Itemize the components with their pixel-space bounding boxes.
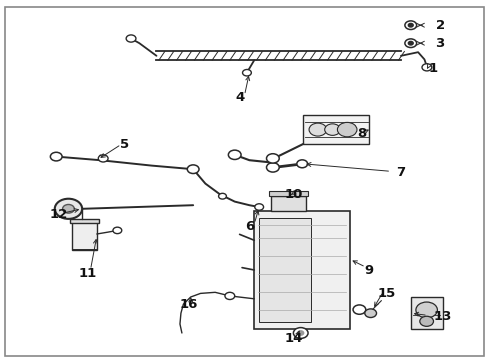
Text: 3: 3: [435, 37, 444, 50]
Text: 1: 1: [427, 62, 436, 75]
Circle shape: [98, 155, 108, 162]
Circle shape: [266, 163, 279, 172]
Text: 5: 5: [120, 138, 129, 150]
Polygon shape: [259, 218, 311, 322]
Circle shape: [324, 124, 340, 135]
Circle shape: [113, 227, 122, 234]
Text: 11: 11: [79, 267, 97, 280]
Polygon shape: [254, 211, 349, 329]
Circle shape: [407, 23, 412, 27]
Text: 13: 13: [432, 310, 451, 323]
Polygon shape: [268, 191, 307, 196]
Circle shape: [308, 123, 326, 136]
Circle shape: [55, 199, 82, 219]
Polygon shape: [410, 297, 442, 329]
Text: 12: 12: [49, 208, 68, 221]
Circle shape: [352, 305, 365, 314]
Polygon shape: [303, 115, 368, 144]
Text: 15: 15: [376, 287, 395, 300]
Circle shape: [126, 35, 136, 42]
Text: 9: 9: [364, 264, 373, 276]
Text: 14: 14: [284, 332, 302, 345]
Circle shape: [404, 21, 416, 30]
Circle shape: [62, 204, 74, 213]
Circle shape: [50, 152, 62, 161]
Circle shape: [415, 302, 436, 318]
Circle shape: [254, 204, 263, 210]
Circle shape: [407, 41, 412, 45]
Polygon shape: [72, 221, 97, 250]
Circle shape: [218, 193, 226, 199]
Circle shape: [421, 64, 431, 71]
Circle shape: [297, 331, 303, 335]
Circle shape: [364, 309, 376, 318]
Polygon shape: [271, 196, 305, 211]
Circle shape: [224, 292, 234, 300]
Text: 16: 16: [179, 298, 197, 311]
Text: 6: 6: [244, 220, 253, 233]
Text: 8: 8: [357, 127, 366, 140]
Circle shape: [404, 39, 416, 48]
Text: 2: 2: [435, 19, 444, 32]
Circle shape: [187, 165, 199, 174]
Circle shape: [337, 122, 356, 137]
Text: 4: 4: [235, 91, 244, 104]
Text: 10: 10: [284, 188, 302, 201]
Circle shape: [266, 154, 279, 163]
Circle shape: [419, 316, 432, 326]
Circle shape: [296, 160, 307, 168]
Circle shape: [228, 150, 241, 159]
Circle shape: [293, 328, 307, 338]
Circle shape: [242, 69, 251, 76]
Polygon shape: [70, 219, 99, 223]
Text: 7: 7: [396, 166, 405, 179]
